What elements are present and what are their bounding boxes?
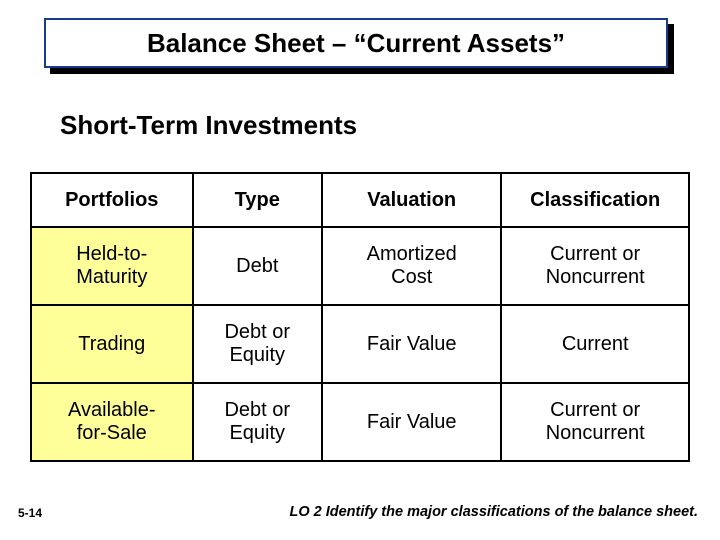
cell-type: Debt or Equity <box>193 305 322 383</box>
slide-number: 5-14 <box>18 506 42 520</box>
cell-text: Current or <box>506 399 684 422</box>
cell-text: for-Sale <box>36 422 188 445</box>
cell-valuation: Amortized Cost <box>322 227 501 305</box>
cell-text: Fair Value <box>327 333 496 356</box>
cell-text: Current <box>506 333 684 356</box>
table-header-row: Portfolios Type Valuation Classification <box>31 173 689 227</box>
cell-text: Cost <box>327 266 496 289</box>
cell-text: Amortized <box>327 243 496 266</box>
section-heading: Short-Term Investments <box>60 110 357 141</box>
page-title: Balance Sheet – “Current Assets” <box>147 28 565 59</box>
table-row: Held-to- Maturity Debt Amortized Cost Cu… <box>31 227 689 305</box>
col-header-valuation: Valuation <box>322 173 501 227</box>
cell-type: Debt <box>193 227 322 305</box>
cell-portfolio: Available- for-Sale <box>31 383 193 461</box>
cell-classification: Current <box>501 305 689 383</box>
table-row: Available- for-Sale Debt or Equity Fair … <box>31 383 689 461</box>
cell-classification: Current or Noncurrent <box>501 383 689 461</box>
col-header-type: Type <box>193 173 322 227</box>
cell-text: Trading <box>36 333 188 356</box>
cell-text: Debt or <box>198 321 317 344</box>
learning-objective: LO 2 Identify the major classifications … <box>289 504 698 520</box>
cell-text: Debt or <box>198 399 317 422</box>
cell-text: Debt <box>198 255 317 278</box>
cell-type: Debt or Equity <box>193 383 322 461</box>
cell-text: Fair Value <box>327 411 496 434</box>
table-row: Trading Debt or Equity Fair Value Curren… <box>31 305 689 383</box>
cell-text: Current or <box>506 243 684 266</box>
cell-text: Noncurrent <box>506 422 684 445</box>
cell-portfolio: Held-to- Maturity <box>31 227 193 305</box>
col-header-portfolios: Portfolios <box>31 173 193 227</box>
col-header-classification: Classification <box>501 173 689 227</box>
cell-valuation: Fair Value <box>322 305 501 383</box>
cell-text: Equity <box>198 422 317 445</box>
cell-text: Equity <box>198 344 317 367</box>
investments-table: Portfolios Type Valuation Classification… <box>30 172 690 462</box>
cell-classification: Current or Noncurrent <box>501 227 689 305</box>
cell-text: Noncurrent <box>506 266 684 289</box>
cell-text: Held-to- <box>36 243 188 266</box>
cell-text: Available- <box>36 399 188 422</box>
cell-portfolio: Trading <box>31 305 193 383</box>
title-banner: Balance Sheet – “Current Assets” <box>44 18 668 68</box>
cell-text: Maturity <box>36 266 188 289</box>
cell-valuation: Fair Value <box>322 383 501 461</box>
